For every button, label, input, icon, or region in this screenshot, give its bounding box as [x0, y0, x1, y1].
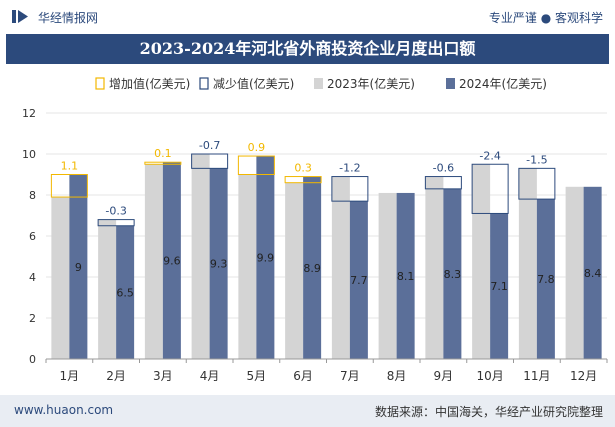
- value-label-2024: 9: [75, 261, 82, 274]
- bar-2024: [443, 188, 462, 359]
- bar-2023: [144, 164, 163, 359]
- x-tick-label: 5月: [247, 369, 267, 383]
- x-tick-label: 2月: [106, 369, 126, 383]
- legend-label-2: 2023年(亿美元): [327, 76, 415, 91]
- brand-name: 华经情报网: [38, 11, 99, 25]
- change-label: -1.5: [526, 153, 547, 166]
- change-label: 0.9: [248, 141, 266, 154]
- chart-title: 2023-2024年河北省外商投资企业月度出口额: [139, 39, 476, 58]
- legend-swatch-2: [314, 78, 323, 89]
- title-bar: 2023-2024年河北省外商投资企业月度出口额: [6, 34, 609, 64]
- value-label-2024: 9.6: [163, 255, 181, 268]
- change-label: -0.3: [105, 205, 126, 218]
- y-tick-label: 0: [29, 353, 36, 366]
- bar-2023: [238, 174, 257, 359]
- bar-2023: [518, 168, 537, 359]
- tagline: 专业严谨 ● 客观科学: [488, 11, 603, 25]
- decrease-box: [97, 219, 135, 227]
- value-label-2024: 8.9: [303, 262, 321, 275]
- value-label-2024: 7.8: [537, 273, 555, 286]
- bar-2023: [331, 176, 350, 359]
- x-tick-label: 4月: [200, 369, 220, 383]
- legend-label-0: 增加值(亿美元): [109, 76, 190, 91]
- chart: 增加值(亿美元) 减少值(亿美元) 2023年(亿美元) 2024年(亿美元) 0 2 4 6…: [22, 76, 608, 383]
- bar-2024: [396, 192, 415, 359]
- bar-2024: [69, 174, 88, 359]
- increase-box: [50, 174, 88, 198]
- value-label-2024: 9.9: [257, 252, 275, 265]
- x-tick-label: 12月: [570, 369, 597, 383]
- data-source: 数据来源：中国海关，华经产业研究院整理: [374, 405, 603, 419]
- change-label: 1.1: [61, 160, 79, 173]
- y-tick-label: 4: [29, 271, 36, 284]
- value-label-2024: 8.3: [444, 268, 462, 281]
- legend-swatch-3: [446, 78, 455, 89]
- change-label: 0.1: [154, 147, 172, 160]
- bar-2023: [425, 176, 444, 359]
- increase-box: [284, 176, 322, 184]
- change-label: -1.2: [339, 162, 360, 175]
- bar-2024: [116, 225, 135, 359]
- decrease-box: [424, 176, 462, 190]
- legend-swatch-1: [199, 77, 209, 90]
- bar-2024: [349, 201, 368, 359]
- change-label: -2.4: [479, 149, 500, 162]
- change-label: 0.3: [294, 162, 312, 175]
- x-tick-label: 3月: [153, 369, 173, 383]
- y-tick-label: 12: [22, 107, 36, 120]
- bar-2024: [583, 186, 602, 359]
- bar-2023: [565, 186, 584, 359]
- value-label-2024: 6.5: [116, 286, 134, 299]
- x-tick-label: 8月: [387, 369, 407, 383]
- bar-2023: [98, 219, 117, 359]
- bar-2023: [378, 192, 397, 359]
- bar-2024: [536, 199, 555, 359]
- decrease-box: [518, 167, 556, 200]
- x-tick-label: 7月: [340, 369, 360, 383]
- value-label-2024: 9.3: [210, 258, 228, 271]
- change-label: -0.6: [433, 162, 454, 175]
- legend-label-3: 2024年(亿美元): [459, 76, 547, 91]
- bar-2024: [209, 168, 228, 359]
- bar-2023: [285, 182, 304, 359]
- x-tick-label: 9月: [434, 369, 454, 383]
- decrease-box: [331, 176, 369, 202]
- y-tick-label: 10: [22, 148, 36, 161]
- value-label-2024: 7.7: [350, 274, 368, 287]
- x-tick-label: 10月: [476, 369, 503, 383]
- legend-swatch-0: [95, 77, 105, 90]
- x-tick-label: 6月: [293, 369, 313, 383]
- legend-label-1: 减少值(亿美元): [213, 76, 294, 91]
- x-tick-label: 11月: [523, 369, 550, 383]
- value-label-2024: 8.4: [584, 267, 602, 280]
- increase-box: [237, 155, 275, 176]
- increase-box: [144, 161, 182, 165]
- bar-2024: [490, 213, 509, 359]
- bar-2024: [256, 156, 275, 359]
- value-label-2024: 7.1: [490, 280, 508, 293]
- bar-2023: [51, 197, 70, 359]
- y-tick-label: 8: [29, 189, 36, 202]
- logo-icon: [12, 10, 28, 23]
- value-label-2024: 8.1: [397, 270, 415, 283]
- change-label: -0.7: [199, 139, 220, 152]
- bar-2023: [191, 154, 210, 359]
- footer: www.huaon.com 数据来源：中国海关，华经产业研究院整理: [0, 395, 615, 427]
- bar-2024: [162, 162, 181, 359]
- site-url: www.huaon.com: [14, 403, 114, 417]
- top-bar: 华经情报网 专业严谨 ● 客观科学: [0, 0, 615, 34]
- decrease-box: [471, 163, 509, 214]
- y-tick-label: 2: [29, 312, 36, 325]
- y-tick-label: 6: [29, 230, 36, 243]
- x-tick-label: 1月: [60, 369, 80, 383]
- bar-2024: [303, 176, 322, 359]
- bar-2023: [472, 164, 491, 359]
- decrease-box: [191, 153, 229, 169]
